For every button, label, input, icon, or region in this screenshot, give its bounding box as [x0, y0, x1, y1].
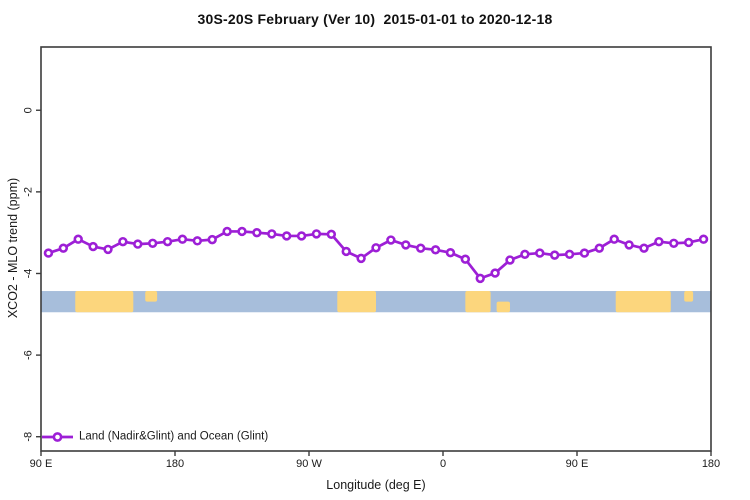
data-point-marker	[147, 238, 158, 248]
data-point-marker	[609, 234, 619, 244]
x-tick-label: 0	[440, 458, 446, 470]
x-tick-label: 90 E	[30, 458, 53, 470]
data-point-marker	[624, 240, 634, 250]
data-point-marker	[73, 234, 83, 244]
data-point-marker	[654, 236, 664, 247]
data-point-marker	[296, 231, 307, 241]
y-tick-label: -8	[23, 432, 35, 442]
data-point-marker	[177, 234, 188, 244]
map-band-land-africa	[465, 291, 491, 313]
y-tick-label: -6	[23, 350, 35, 360]
data-point-marker	[535, 248, 545, 258]
data-point-marker	[88, 241, 98, 252]
data-point-marker	[594, 243, 605, 253]
y-tick-label: -4	[23, 269, 35, 279]
data-point-marker	[252, 227, 262, 238]
data-point-marker	[579, 248, 590, 258]
chart-title: 30S-20S February (Ver 10) 2015-01-01 to …	[197, 11, 553, 27]
data-point-marker	[490, 268, 500, 278]
data-point-marker	[639, 243, 649, 253]
data-point-marker	[281, 231, 292, 241]
legend-point-marker	[52, 432, 63, 442]
y-tick-label: 0	[23, 107, 35, 113]
data-point-marker	[207, 234, 217, 245]
data-point-marker	[103, 244, 113, 255]
data-point-marker	[475, 273, 485, 284]
data-point-marker	[401, 240, 411, 250]
data-point-marker	[564, 249, 575, 260]
x-tick-label: 180	[702, 458, 720, 470]
data-point-marker	[118, 236, 128, 247]
data-point-marker	[683, 237, 694, 248]
data-point-marker	[133, 239, 143, 249]
data-point-marker	[549, 250, 560, 260]
map-band-land-new-caledonia-2	[684, 291, 694, 302]
data-point-marker	[430, 245, 441, 255]
data-point-marker	[43, 248, 54, 258]
data-point-marker	[58, 243, 69, 253]
data-point-marker	[460, 254, 471, 264]
map-band-land-south-america	[337, 291, 376, 313]
data-point-marker	[237, 226, 247, 237]
y-axis-title: XCO2 - MLO trend (ppm)	[6, 177, 20, 319]
legend-label: Land (Nadir&Glint) and Ocean (Glint)	[79, 430, 269, 443]
data-point-marker	[371, 243, 381, 253]
series-line	[47, 230, 705, 280]
data-point-marker	[505, 255, 515, 265]
data-point-marker	[341, 246, 351, 257]
data-point-marker	[311, 229, 322, 239]
data-point-marker	[192, 236, 203, 246]
x-tick-label: 90 E	[566, 458, 589, 470]
data-point-marker	[445, 247, 456, 258]
data-point-marker	[520, 249, 530, 260]
data-point-marker	[267, 229, 277, 239]
data-point-marker	[162, 236, 173, 247]
x-tick-label: 180	[166, 458, 184, 470]
x-tick-label: 90 W	[296, 458, 322, 470]
plot-frame	[40, 46, 712, 452]
data-point-marker	[222, 226, 232, 237]
data-point-marker	[415, 243, 426, 253]
data-point-marker	[356, 253, 366, 264]
y-tick-label: -2	[23, 187, 35, 197]
map-band-land-australia-2	[615, 291, 671, 313]
map-band-land-new-caledonia	[145, 291, 158, 302]
data-point-marker	[669, 238, 679, 248]
legend-marker	[42, 432, 73, 442]
map-band-land-australia	[75, 291, 134, 313]
data-point-marker	[326, 229, 337, 240]
map-band-land-madagascar	[496, 301, 510, 313]
data-point-marker	[386, 235, 396, 245]
data-point-marker	[698, 234, 709, 244]
x-axis-title: Longitude (deg E)	[326, 478, 426, 492]
